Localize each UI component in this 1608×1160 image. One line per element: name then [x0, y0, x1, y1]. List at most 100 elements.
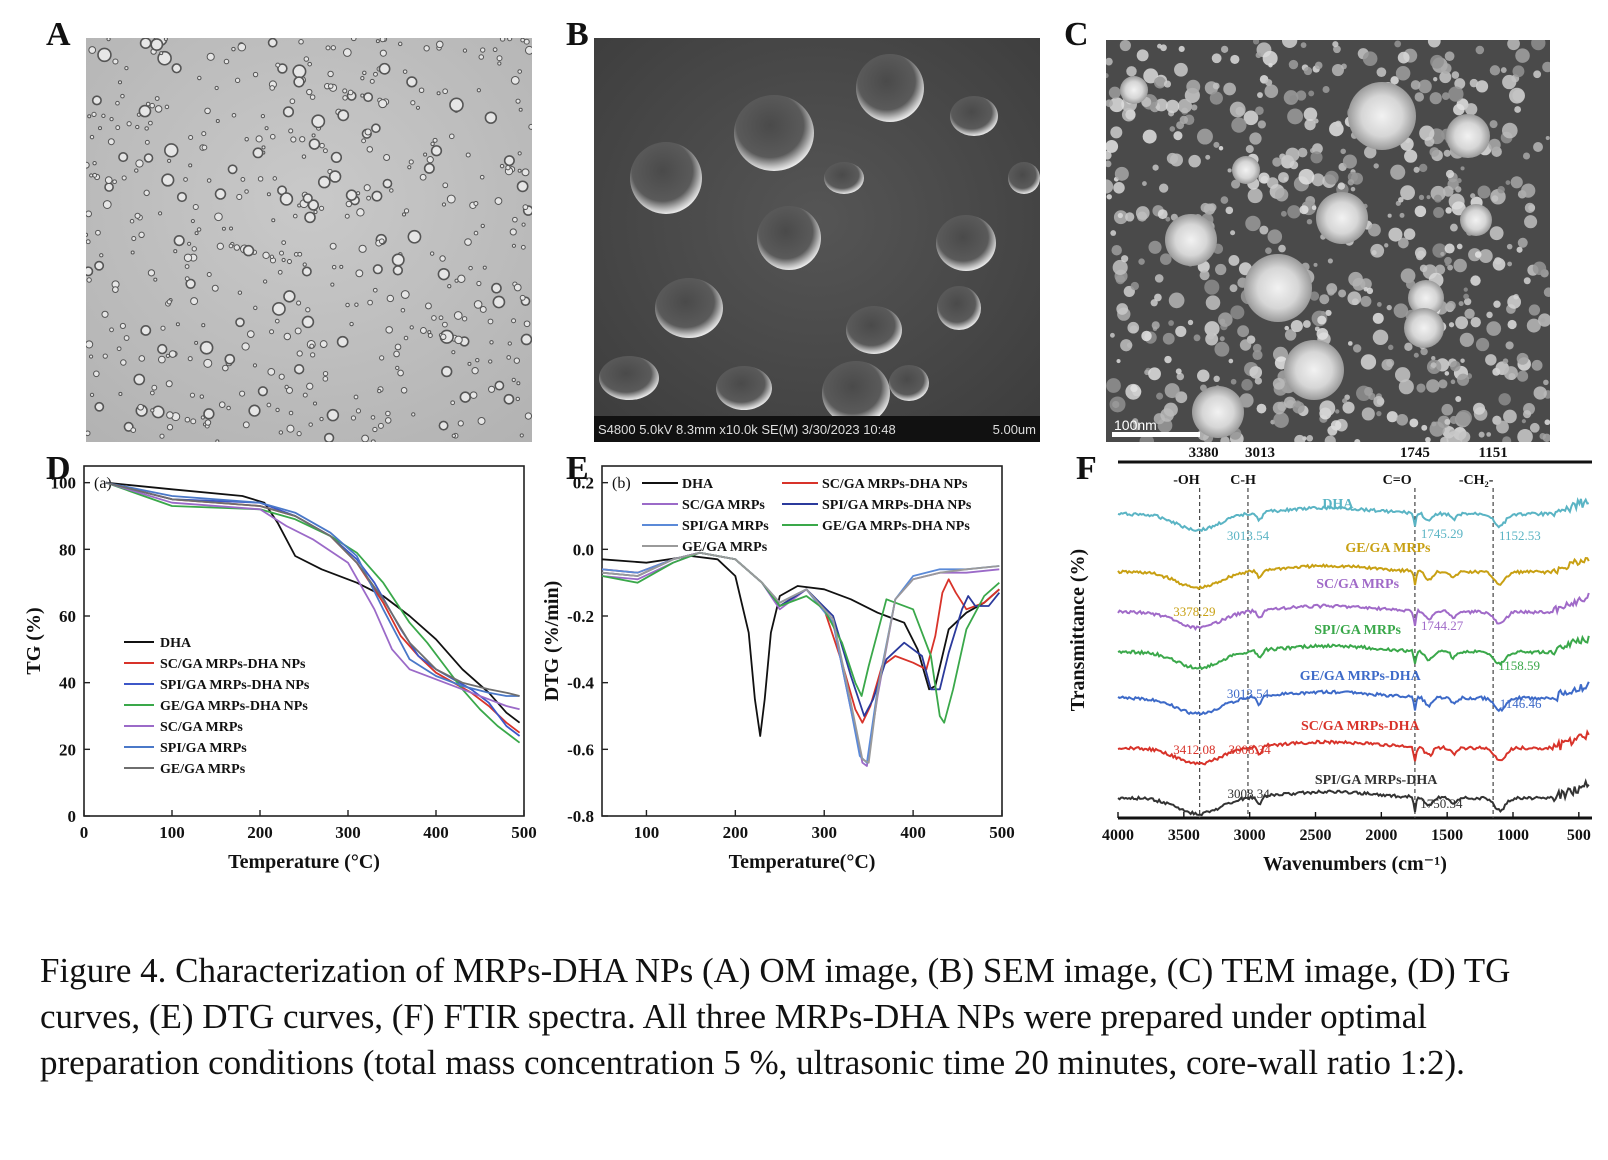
tem-granule — [1278, 244, 1286, 253]
om-droplet — [441, 321, 448, 328]
om-droplet — [184, 264, 190, 269]
om-droplet — [281, 240, 287, 245]
om-droplet — [93, 370, 100, 378]
tem-granule — [1543, 379, 1549, 386]
tem-granule — [1297, 147, 1308, 158]
om-droplet — [449, 97, 464, 113]
om-droplet — [378, 62, 391, 75]
peak-value-annotation: 3008.34 — [1229, 742, 1272, 757]
om-droplet — [371, 190, 383, 202]
om-droplet — [302, 193, 313, 204]
om-droplet — [521, 168, 530, 177]
tem-granule — [1186, 79, 1201, 94]
y-tick-label: 0.2 — [573, 474, 594, 493]
tem-granule — [1441, 92, 1450, 101]
om-droplet — [94, 401, 105, 412]
ftir-chart: 4000 3500 3000 2500 2000 1500 1000 500 Wavenumbe… — [1060, 440, 1600, 890]
om-droplet — [350, 38, 357, 42]
om-droplet — [192, 203, 199, 211]
tem-granule — [1231, 179, 1241, 189]
om-droplet — [288, 410, 294, 416]
tem-granule — [1292, 401, 1305, 414]
om-droplet — [339, 264, 344, 269]
om-droplet — [304, 211, 316, 224]
tem-granule — [1178, 45, 1185, 53]
legend-label: GE/GA MRPs — [160, 762, 246, 777]
legend-label: DHA — [682, 477, 714, 492]
om-droplet — [264, 126, 269, 131]
om-droplet — [402, 69, 408, 74]
tem-granule — [1267, 229, 1283, 244]
om-droplet — [292, 64, 307, 79]
tem-granule — [1371, 250, 1377, 256]
legend-label: SC/GA MRPs — [160, 720, 243, 735]
tem-granule — [1429, 92, 1442, 105]
panel-letter-f: F — [1076, 450, 1097, 487]
tem-granule — [1273, 412, 1289, 428]
tem-granule — [1419, 125, 1435, 141]
tem-granule — [1522, 152, 1531, 160]
sem-particle — [950, 96, 998, 136]
om-droplet — [453, 311, 463, 320]
om-droplet — [361, 138, 367, 144]
om-droplet — [461, 316, 468, 322]
x-tick-label: 3500 — [1168, 827, 1200, 844]
om-droplet — [269, 254, 275, 260]
om-droplet — [446, 194, 456, 204]
tem-granule — [1264, 84, 1279, 99]
x-axis-label: Temperature(°C) — [729, 851, 876, 873]
tem-granule — [1425, 436, 1431, 442]
tem-granule — [1106, 72, 1109, 79]
om-droplet — [190, 297, 199, 306]
tem-granule — [1440, 436, 1449, 442]
tem-granule — [1141, 330, 1152, 342]
om-droplet — [385, 410, 391, 417]
tem-granule — [1543, 287, 1550, 297]
tem-granule — [1427, 40, 1441, 48]
om-droplet — [137, 403, 144, 411]
tem-granule — [1272, 157, 1282, 167]
tem-image: 100nm — [1106, 40, 1550, 442]
om-droplet — [385, 326, 393, 334]
om-droplet — [410, 100, 416, 106]
tem-granule — [1521, 183, 1536, 198]
om-droplet — [358, 244, 367, 253]
om-droplet — [118, 151, 129, 163]
om-droplet — [121, 175, 127, 181]
tem-granule — [1446, 300, 1456, 311]
tem-granule — [1488, 138, 1501, 152]
tem-granule — [1311, 205, 1317, 211]
dtg-chart-svg: 100 200 300 400 500 -0.8 -0.6 -0.4 -0.2 0.0 0.2 Tem… — [541, 465, 1015, 873]
om-droplet — [252, 363, 258, 368]
om-droplet — [427, 333, 433, 339]
tem-granule — [1120, 339, 1133, 352]
legend-label: SPI/GA MRPs-DHA NPs — [822, 498, 972, 513]
om-droplet — [283, 290, 296, 303]
om-droplet — [231, 112, 237, 118]
om-droplet — [101, 113, 106, 119]
tem-granule — [1313, 262, 1318, 267]
tem-granule — [1188, 154, 1201, 168]
om-droplet — [372, 287, 378, 293]
om-droplet — [425, 302, 432, 310]
tem-granule — [1230, 378, 1237, 385]
tem-granule — [1219, 336, 1225, 342]
tem-granule — [1496, 420, 1509, 434]
om-droplet — [88, 354, 94, 359]
tem-granule — [1444, 243, 1455, 254]
tem-granule — [1419, 264, 1428, 273]
tem-granule — [1445, 262, 1450, 267]
tem-granule — [1477, 185, 1491, 199]
om-droplet — [242, 244, 255, 257]
om-droplet — [86, 161, 90, 169]
om-droplet — [521, 222, 526, 227]
om-droplet — [326, 408, 340, 422]
om-droplet — [345, 302, 350, 308]
om-droplet — [252, 147, 264, 159]
tem-granule — [1309, 291, 1320, 301]
y-tick-label: 0 — [68, 807, 77, 826]
spectrum-name-label: SC/GA MRPs — [1316, 577, 1399, 592]
spectrum-line — [1117, 592, 1590, 632]
series-line — [601, 551, 1000, 724]
tem-granule — [1420, 347, 1428, 356]
